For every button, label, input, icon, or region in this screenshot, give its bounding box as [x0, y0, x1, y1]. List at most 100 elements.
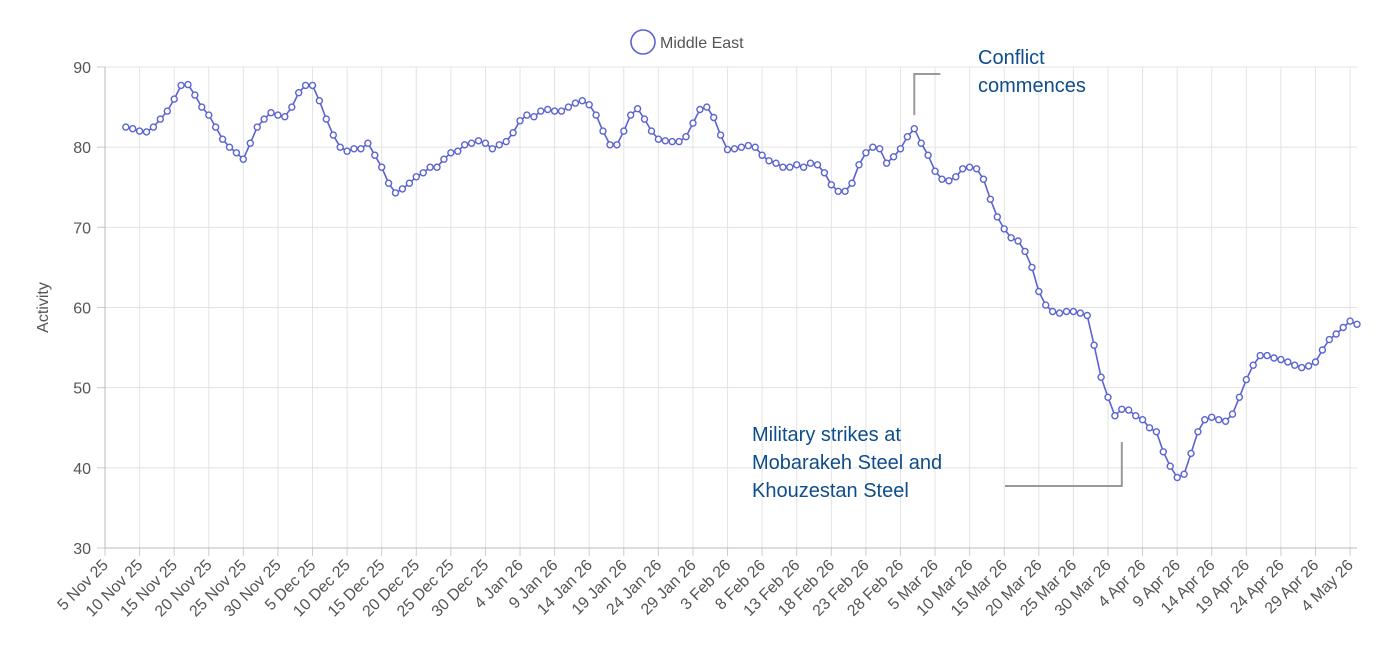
data-point[interactable]: [474, 137, 483, 145]
data-point[interactable]: [959, 165, 967, 173]
data-point[interactable]: [516, 116, 524, 125]
data-point[interactable]: [481, 139, 490, 147]
data-point[interactable]: [260, 115, 268, 123]
data-point[interactable]: [384, 179, 393, 187]
data-point[interactable]: [1152, 428, 1161, 436]
data-point[interactable]: [391, 189, 400, 197]
data-point[interactable]: [820, 169, 829, 177]
data-point[interactable]: [122, 123, 130, 131]
data-point[interactable]: [537, 107, 545, 115]
data-point[interactable]: [170, 95, 178, 103]
data-point[interactable]: [952, 173, 960, 181]
data-point[interactable]: [737, 143, 746, 151]
data-point[interactable]: [135, 127, 144, 135]
data-point[interactable]: [640, 115, 649, 123]
data-point[interactable]: [564, 103, 573, 111]
data-point[interactable]: [1346, 317, 1354, 325]
data-point[interactable]: [1214, 416, 1223, 424]
data-point[interactable]: [544, 105, 552, 114]
data-point[interactable]: [1228, 410, 1237, 418]
data-point[interactable]: [1131, 412, 1140, 420]
data-point[interactable]: [1000, 225, 1008, 233]
data-point[interactable]: [301, 81, 310, 90]
data-point[interactable]: [447, 149, 455, 157]
data-point[interactable]: [1221, 417, 1230, 425]
data-point[interactable]: [295, 88, 303, 97]
data-point[interactable]: [267, 108, 275, 117]
data-point[interactable]: [1263, 351, 1271, 360]
legend[interactable]: Middle East: [630, 29, 744, 55]
data-point[interactable]: [578, 96, 586, 105]
data-point[interactable]: [1111, 412, 1119, 420]
data-point[interactable]: [1028, 263, 1036, 272]
data-point[interactable]: [689, 119, 697, 127]
data-point[interactable]: [882, 159, 891, 167]
data-point[interactable]: [218, 135, 227, 143]
data-point[interactable]: [440, 155, 448, 163]
data-point[interactable]: [357, 145, 365, 153]
data-point[interactable]: [1201, 416, 1209, 424]
data-point[interactable]: [1104, 393, 1112, 401]
data-point[interactable]: [1014, 237, 1022, 245]
data-point[interactable]: [834, 187, 842, 196]
data-point[interactable]: [523, 111, 531, 119]
data-point[interactable]: [965, 163, 974, 171]
data-point[interactable]: [647, 127, 656, 135]
data-point[interactable]: [142, 128, 151, 136]
data-point[interactable]: [813, 161, 822, 169]
data-point[interactable]: [1048, 307, 1057, 316]
data-point[interactable]: [343, 147, 351, 155]
data-point[interactable]: [398, 185, 407, 193]
data-point[interactable]: [128, 124, 137, 133]
data-point[interactable]: [896, 145, 905, 153]
data-point[interactable]: [620, 127, 628, 135]
data-point[interactable]: [1235, 393, 1244, 401]
data-point[interactable]: [239, 155, 248, 163]
data-point[interactable]: [1145, 424, 1154, 432]
data-point[interactable]: [454, 147, 462, 155]
data-point[interactable]: [1035, 287, 1043, 296]
data-point[interactable]: [1194, 428, 1202, 436]
data-point[interactable]: [1159, 448, 1168, 456]
data-point[interactable]: [1318, 346, 1327, 354]
data-point[interactable]: [668, 137, 676, 146]
data-point[interactable]: [495, 141, 503, 149]
data-point[interactable]: [924, 151, 932, 159]
data-point[interactable]: [1166, 462, 1174, 470]
data-point[interactable]: [274, 111, 282, 119]
data-point[interactable]: [758, 151, 766, 159]
data-point[interactable]: [744, 141, 752, 150]
data-point[interactable]: [945, 177, 953, 185]
data-point[interactable]: [986, 195, 995, 204]
data-point[interactable]: [682, 132, 690, 141]
data-point[interactable]: [550, 107, 559, 115]
data-point[interactable]: [1138, 416, 1147, 424]
data-point[interactable]: [806, 159, 815, 167]
data-point[interactable]: [931, 167, 939, 175]
data-point[interactable]: [827, 181, 835, 189]
data-point[interactable]: [461, 141, 469, 149]
data-point[interactable]: [716, 131, 725, 139]
data-point[interactable]: [772, 159, 780, 167]
data-point[interactable]: [1055, 309, 1064, 317]
data-point[interactable]: [1007, 234, 1015, 242]
data-point[interactable]: [661, 137, 669, 145]
data-point[interactable]: [723, 145, 732, 154]
data-point[interactable]: [799, 163, 808, 171]
data-point[interactable]: [1311, 358, 1320, 366]
data-point[interactable]: [993, 213, 1001, 221]
data-point[interactable]: [1277, 355, 1285, 364]
data-point[interactable]: [191, 91, 199, 99]
data-point[interactable]: [592, 111, 600, 119]
data-point[interactable]: [613, 141, 621, 149]
data-point[interactable]: [177, 81, 185, 90]
data-point[interactable]: [1187, 449, 1195, 458]
data-point[interactable]: [862, 149, 870, 157]
data-point[interactable]: [1097, 373, 1105, 381]
data-point[interactable]: [315, 96, 324, 105]
data-point[interactable]: [765, 157, 773, 165]
data-point[interactable]: [1180, 470, 1188, 478]
data-point[interactable]: [426, 163, 434, 171]
data-point[interactable]: [654, 135, 663, 143]
data-point[interactable]: [1062, 307, 1071, 316]
